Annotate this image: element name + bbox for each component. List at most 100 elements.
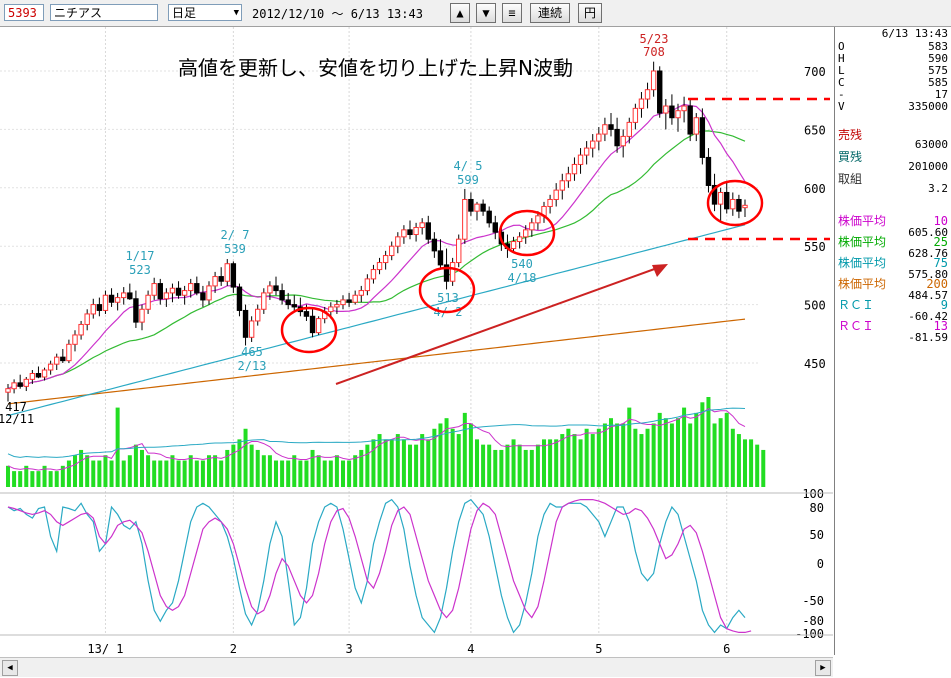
scroll-down-button[interactable]: ▼ — [476, 3, 496, 23]
volume-bar — [316, 455, 321, 487]
panel-indicator-label: 株価平均 200 — [838, 277, 948, 291]
volume-bar — [304, 460, 309, 487]
volume-bar — [438, 423, 443, 487]
candle-down — [431, 238, 438, 252]
period-select[interactable]: 日足 ▼ — [168, 4, 242, 21]
stock-name-field[interactable]: ニチアス — [50, 4, 158, 21]
continuous-button[interactable]: 連続 — [530, 3, 570, 23]
volume-bar — [383, 439, 388, 487]
candle-down — [285, 299, 291, 306]
volume-bar — [730, 428, 735, 487]
panel-ohlc-l: L 575 — [838, 64, 948, 77]
osc-tick-label: -80 — [802, 614, 824, 628]
panel-indicator-label: ＲＣＩ 9 — [838, 298, 948, 312]
volume-bar — [395, 434, 400, 487]
panel-board-value: 3.2 — [928, 182, 948, 195]
candle-up — [114, 297, 121, 303]
volume-bar — [736, 434, 741, 487]
panel-ohlc-change: -17 — [838, 88, 948, 101]
candle-up — [224, 263, 230, 282]
candle-up — [78, 323, 84, 336]
volume-bar — [310, 449, 315, 487]
stock-chart: 13/ 1 2 3 4 5 645050055060065070010080500-50-… — [0, 27, 833, 656]
candle-up — [41, 369, 48, 378]
volume-bar — [377, 434, 382, 487]
volume-bar — [493, 449, 498, 487]
candle-down — [657, 70, 663, 114]
candle-up — [328, 306, 334, 313]
scroll-up-button[interactable]: ▲ — [450, 3, 470, 23]
candle-down — [492, 222, 498, 233]
volume-bar — [6, 465, 10, 487]
candle-up — [681, 105, 687, 112]
volume-bar — [676, 418, 680, 487]
candle-up — [516, 236, 523, 243]
candle-down — [279, 290, 285, 301]
volume-bar — [213, 455, 218, 487]
volume-bar — [225, 449, 230, 487]
volume-bar — [286, 460, 291, 487]
panel-ohlc-v: V 335000 — [838, 100, 948, 113]
candle-down — [230, 263, 237, 288]
candle-down — [711, 184, 718, 205]
volume-bar — [596, 428, 601, 487]
annotation-line: 523 — [129, 263, 151, 277]
volume-bar — [694, 412, 699, 487]
candle-down — [614, 128, 620, 147]
highlight-circle — [280, 306, 338, 354]
volume-bar — [578, 439, 583, 487]
ma75-line — [7, 224, 746, 417]
candle-up — [638, 98, 645, 109]
horizontal-scrollbar[interactable]: ◀ ▶ — [0, 657, 833, 677]
volume-bar — [164, 460, 169, 487]
price-tick-label: 450 — [804, 357, 826, 371]
menu-button[interactable]: ≡ — [502, 3, 522, 23]
code-field[interactable]: 5393 — [4, 4, 44, 21]
price-tick-label: 550 — [804, 240, 826, 254]
candle-down — [35, 373, 42, 378]
annotation-line: 539 — [224, 242, 246, 256]
panel-indicator-value: -60.42 — [908, 310, 948, 323]
candle-down — [218, 276, 224, 282]
volume-bar — [182, 460, 187, 487]
volume-bar — [292, 455, 297, 487]
volume-bar — [749, 439, 754, 487]
volume-bar — [237, 439, 242, 487]
yen-button[interactable]: 円 — [578, 3, 602, 23]
annotation-line: 12/11 — [0, 412, 34, 426]
candle-up — [602, 124, 608, 135]
candle-up — [382, 255, 389, 264]
candle-up — [315, 318, 322, 334]
candle-up — [742, 204, 748, 209]
volume-bar — [24, 465, 29, 487]
volume-bar — [30, 471, 35, 487]
scroll-right-icon[interactable]: ▶ — [815, 660, 831, 676]
candle-down — [437, 250, 444, 266]
candle-down — [407, 229, 413, 236]
scroll-left-icon[interactable]: ◀ — [2, 660, 18, 676]
volume-bar — [529, 449, 534, 487]
volume-bar — [207, 455, 211, 487]
volume-bar — [639, 434, 644, 487]
volume-bar — [146, 455, 151, 487]
candle-down — [705, 156, 712, 186]
volume-bar — [712, 423, 717, 487]
volume-bar — [468, 423, 473, 487]
candle-up — [370, 269, 377, 280]
candle-down — [303, 311, 310, 317]
annotation-line: 2/13 — [238, 359, 267, 373]
volume-bar — [176, 460, 181, 487]
volume-bar — [761, 449, 766, 487]
candle-up — [23, 378, 29, 387]
volume-bar — [615, 423, 620, 487]
volume-bar — [627, 407, 632, 487]
candle-up — [5, 388, 11, 393]
candle-up — [84, 313, 90, 325]
volume-bar — [499, 449, 504, 487]
panel-datetime: 6/13 13:43 — [881, 27, 948, 40]
candle-up — [565, 173, 572, 182]
candle-down — [200, 292, 206, 301]
candle-down — [724, 191, 730, 210]
